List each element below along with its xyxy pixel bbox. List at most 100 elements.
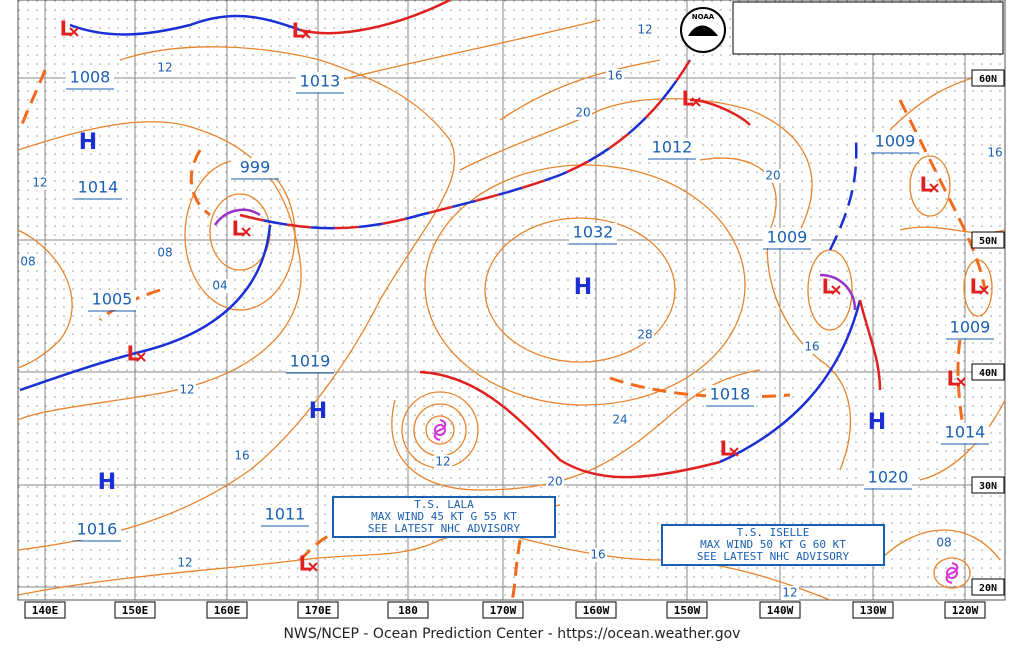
pressure-label-bg bbox=[261, 505, 309, 525]
pressure-label: 1018 bbox=[710, 385, 751, 404]
lon-label: 140W bbox=[767, 604, 794, 617]
isobar-label: 04 bbox=[212, 279, 227, 293]
lon-label: 160E bbox=[214, 604, 241, 617]
low-center: L bbox=[292, 19, 305, 43]
pressure-label: 1016 bbox=[77, 520, 118, 539]
low-x bbox=[729, 447, 739, 457]
isobar-label-bg bbox=[546, 475, 564, 489]
lat-label: 50N bbox=[979, 236, 997, 247]
pressure-label: 1009 bbox=[767, 228, 808, 247]
map-frame bbox=[17, 0, 1006, 601]
advisory-line: SEE LATEST NHC ADVISORY bbox=[368, 522, 521, 535]
low-x bbox=[691, 97, 701, 107]
pressure-label: 1014 bbox=[945, 423, 986, 442]
lon-label-box bbox=[387, 601, 429, 619]
lat-label-box bbox=[971, 231, 1005, 249]
lon-label-box bbox=[944, 601, 986, 619]
lon-label: 120W bbox=[952, 604, 979, 617]
low-x bbox=[308, 562, 318, 572]
low-center: L bbox=[970, 275, 983, 299]
low-x bbox=[301, 29, 311, 39]
low-center: L bbox=[60, 17, 73, 41]
isobar-label-bg bbox=[781, 586, 799, 600]
pressure-label: 1032 bbox=[573, 223, 614, 242]
isobar-label: 08 bbox=[20, 255, 35, 269]
isobar-label-bg bbox=[233, 449, 251, 463]
lat-label: 60N bbox=[979, 74, 997, 85]
isobar-label: 20 bbox=[575, 106, 590, 120]
pressure-label: 1009 bbox=[875, 132, 916, 151]
isobar-label: 12 bbox=[435, 455, 450, 469]
pressure-label: 1009 bbox=[950, 318, 991, 337]
low-center: L bbox=[682, 87, 695, 111]
isobar-label-bg bbox=[176, 556, 194, 570]
pressure-label-bg bbox=[231, 158, 279, 178]
isobar-label-bg bbox=[574, 106, 592, 120]
isobar-label-bg bbox=[19, 255, 37, 269]
isobar-label-bg bbox=[935, 536, 953, 550]
pressure-label-bg bbox=[941, 423, 989, 443]
pressure-label-bg bbox=[569, 223, 617, 243]
low-center: L bbox=[920, 173, 933, 197]
low-x bbox=[831, 285, 841, 295]
lon-label-box bbox=[852, 601, 894, 619]
pressure-label: 1012 bbox=[652, 138, 693, 157]
lon-label: 130W bbox=[860, 604, 887, 617]
pressure-label: 1011 bbox=[265, 505, 306, 524]
isobar-label: 16 bbox=[987, 146, 1002, 160]
pressure-label-bg bbox=[763, 228, 811, 248]
low-x bbox=[241, 227, 251, 237]
isobar-label: 16 bbox=[804, 340, 819, 354]
lon-label: 140E bbox=[32, 604, 59, 617]
high-center: H bbox=[79, 130, 97, 155]
isobar-label: 20 bbox=[765, 169, 780, 183]
low-center: L bbox=[127, 342, 140, 366]
isobar-label-bg bbox=[178, 383, 196, 397]
isobar-label-bg bbox=[636, 328, 654, 342]
lon-label: 150W bbox=[674, 604, 701, 617]
lon-label-box bbox=[759, 601, 801, 619]
isobar-label: 12 bbox=[32, 176, 47, 190]
pressure-label-bg bbox=[88, 290, 136, 310]
pressure-label-bg bbox=[864, 468, 912, 488]
lon-label-box bbox=[666, 601, 708, 619]
low-center: L bbox=[232, 217, 245, 241]
pressure-label-bg bbox=[66, 68, 114, 88]
isobar-label: 16 bbox=[234, 449, 249, 463]
lat-label-box bbox=[971, 69, 1005, 87]
lon-label: 180 bbox=[398, 604, 418, 617]
lat-label: 30N bbox=[979, 481, 997, 492]
advisory-box bbox=[661, 524, 885, 566]
pressure-label-bg bbox=[871, 132, 919, 152]
isobar-label: 28 bbox=[637, 328, 652, 342]
advisory-line: SEE LATEST NHC ADVISORY bbox=[697, 550, 850, 563]
high-center: H bbox=[98, 470, 116, 495]
isobar-label: 08 bbox=[936, 536, 951, 550]
pressure-label-bg bbox=[73, 520, 121, 540]
lat-label: 20N bbox=[979, 583, 997, 594]
pressure-label: 999 bbox=[240, 158, 271, 177]
advisory-line: T.S. LALA bbox=[414, 498, 474, 511]
header-box: NOAA bbox=[680, 1, 1004, 55]
lon-label-box bbox=[24, 601, 66, 619]
pressure-label-bg bbox=[296, 72, 344, 92]
isobar-label-bg bbox=[606, 69, 624, 83]
pressure-label: 1005 bbox=[92, 290, 133, 309]
lon-label-box bbox=[114, 601, 156, 619]
pressure-label-bg bbox=[648, 138, 696, 158]
lat-label: 40N bbox=[979, 368, 997, 379]
low-x bbox=[979, 285, 989, 295]
pressure-label: 1019 bbox=[290, 352, 331, 371]
logo-text: NOAA bbox=[692, 13, 715, 21]
low-center: L bbox=[822, 275, 835, 299]
isobar-label-bg bbox=[611, 413, 629, 427]
isobar-label: 24 bbox=[612, 413, 627, 427]
low-x bbox=[136, 352, 146, 362]
pressure-label: 1008 bbox=[70, 68, 111, 87]
pressure-label: 1014 bbox=[78, 178, 119, 197]
isobar-label: 12 bbox=[637, 23, 652, 37]
lon-label-box bbox=[297, 601, 339, 619]
isobar-label-bg bbox=[764, 169, 782, 183]
pressure-label-bg bbox=[706, 385, 754, 405]
low-x bbox=[956, 377, 966, 387]
